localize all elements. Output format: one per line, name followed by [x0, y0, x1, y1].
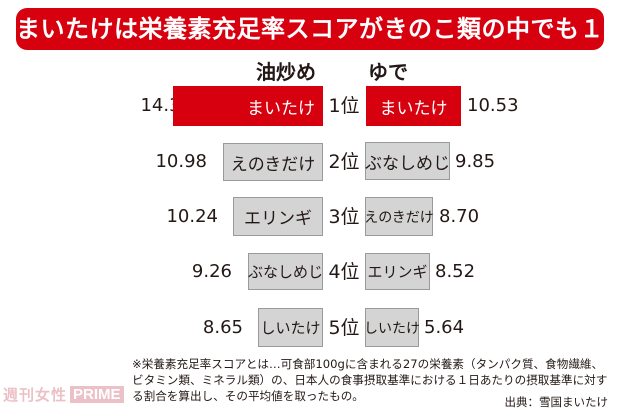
left-bar-rank-4: ぶなしめじ	[248, 253, 323, 290]
title-banner: まいたけは栄養素充足率スコアがきのこ類の中でも１位	[16, 8, 620, 50]
left-value-rank-2: 10.98	[155, 151, 207, 172]
watermark-text: 週刊女性	[3, 385, 68, 404]
watermark-brand: PRIME	[70, 385, 124, 403]
right-bar-rank-1: まいたけ	[366, 86, 461, 126]
left-bar-rank-2: えのきだけ	[223, 143, 323, 181]
rank-label-4: 4位	[328, 261, 360, 283]
right-value-rank-3: 8.70	[439, 206, 480, 227]
column-header-stir-fry: 油炒め	[256, 60, 316, 84]
rank-label-5: 5位	[328, 317, 360, 339]
right-value-rank-4: 8.52	[435, 261, 476, 282]
column-header-boiled: ゆで	[368, 60, 408, 84]
left-bar-rank-1: まいたけ	[173, 86, 323, 126]
right-value-rank-2: 9.85	[455, 151, 496, 172]
rank-label-2: 2位	[328, 151, 360, 173]
right-bar-rank-3: えのきだけ	[364, 197, 434, 236]
right-bar-rank-2: ぶなしめじ	[365, 142, 450, 180]
right-bar-rank-4: エリンギ	[365, 253, 430, 290]
left-value-rank-4: 9.26	[191, 261, 232, 282]
publisher-watermark: 週刊女性 PRIME	[0, 383, 124, 405]
left-bar-rank-3: エリンギ	[233, 197, 323, 236]
source-credit: 出典：雪国まいたけ	[504, 395, 609, 409]
right-value-rank-1: 10.53	[467, 95, 519, 116]
rank-label-3: 3位	[328, 206, 360, 228]
right-value-rank-5: 5.64	[424, 317, 465, 338]
left-value-rank-3: 10.24	[166, 206, 218, 227]
right-bar-rank-5: しいたけ	[364, 308, 420, 347]
left-bar-rank-5: しいたけ	[258, 308, 323, 347]
footnote: ※栄養素充足率スコアとは…可食部100gに含まれる27の栄養素（タンパク質、食物…	[132, 357, 608, 403]
rank-label-1: 1位	[328, 95, 360, 117]
left-value-rank-5: 8.65	[202, 317, 243, 338]
